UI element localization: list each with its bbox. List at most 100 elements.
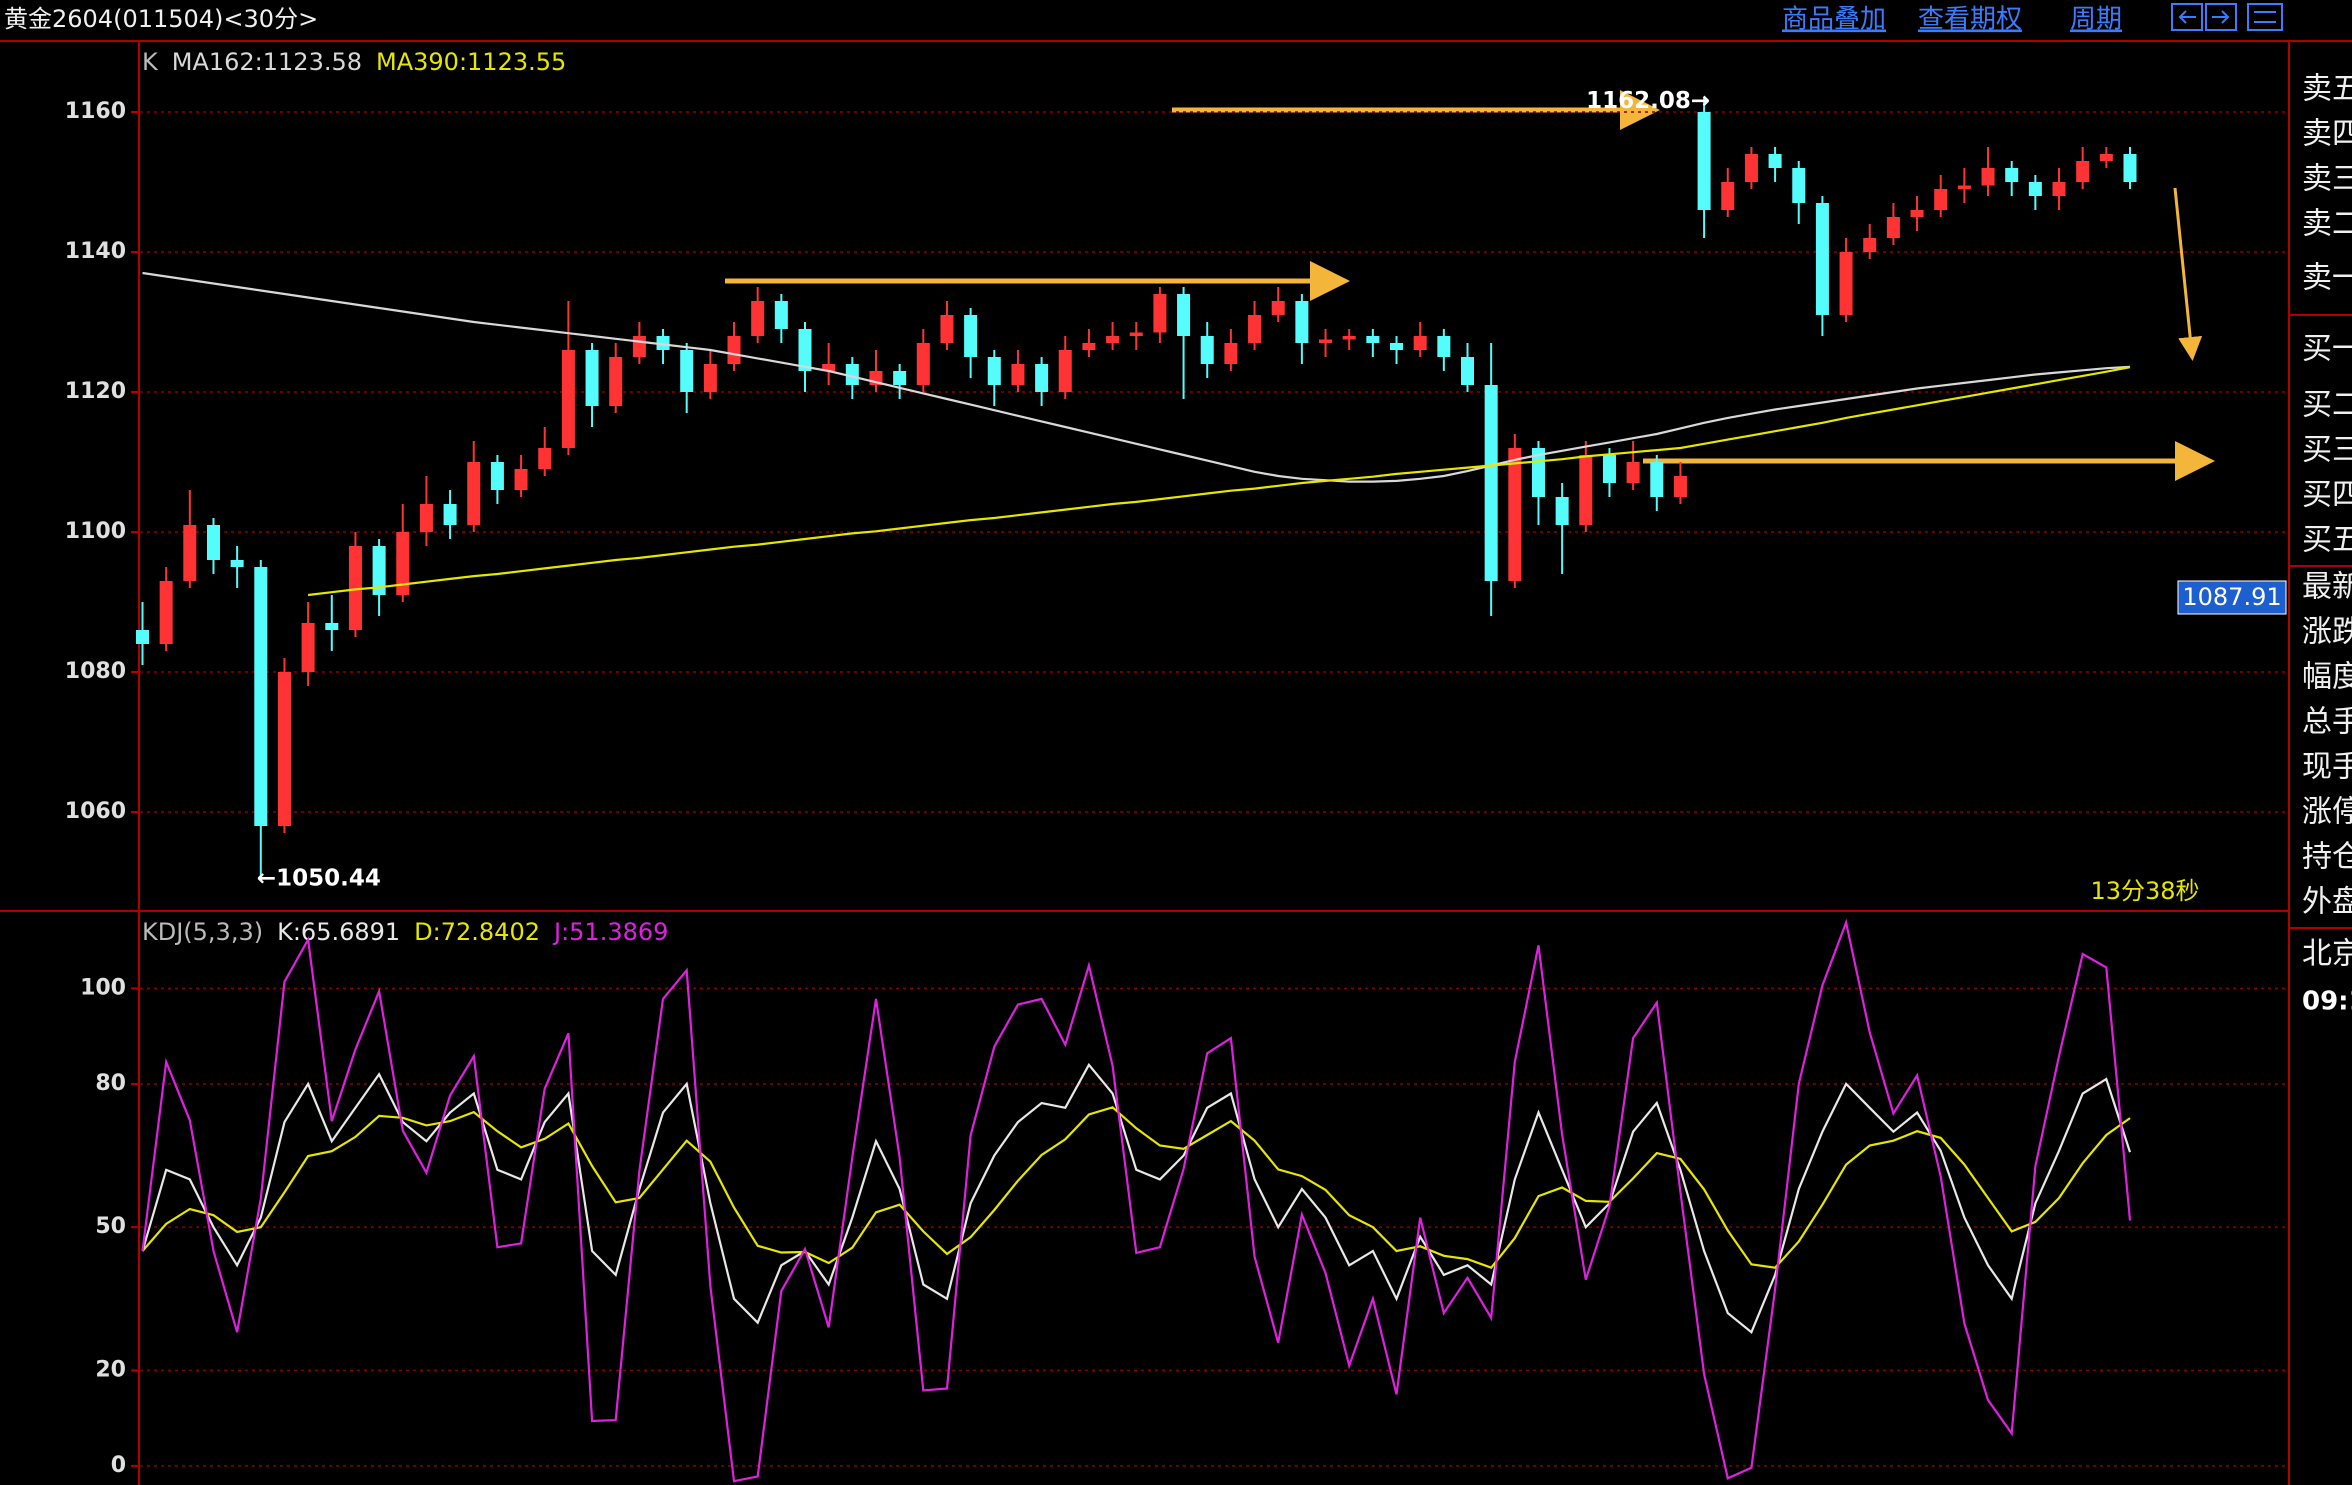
candle-body: [964, 315, 978, 357]
candle-body: [1248, 315, 1262, 343]
candle-body: [1721, 182, 1735, 210]
candle-body: [1650, 462, 1664, 497]
candle-body: [2123, 154, 2137, 182]
candle-body: [1035, 364, 1049, 392]
series-line: [141, 1062, 2132, 1334]
candle-body: [1957, 185, 1971, 189]
candle-body: [585, 350, 599, 406]
price-box: [2177, 580, 2287, 615]
legend-entry: MA390:1123.55: [376, 48, 566, 76]
candle-body: [632, 336, 646, 357]
candle-body: [1390, 343, 1404, 350]
quote-label: 买二: [2302, 388, 2352, 423]
y-tick-label: 100: [80, 975, 126, 1000]
candle-body: [1082, 343, 1096, 350]
y-tick-label: 1080: [65, 659, 126, 684]
candle-body: [206, 525, 220, 560]
candle-body: [703, 364, 717, 392]
candle-body: [1011, 364, 1025, 385]
quote-label: 买四: [2302, 478, 2352, 513]
candle-body: [514, 469, 528, 490]
candle-body: [183, 525, 197, 581]
crosshair-label: 1087.91: [2182, 583, 2281, 611]
series-line: [142, 271, 2131, 483]
legend-entry: K: [142, 48, 159, 76]
candle-body: [893, 371, 907, 385]
candle-body: [1697, 112, 1711, 210]
candle-body: [1437, 336, 1451, 357]
candle-body: [2028, 182, 2042, 196]
candle-body: [916, 343, 930, 385]
candle-body: [1319, 339, 1333, 343]
candle-body: [467, 462, 481, 525]
candle-body: [1744, 154, 1758, 182]
quote-label: 卖二: [2302, 207, 2352, 242]
quote-label: 现手: [2302, 750, 2352, 785]
candle-body: [1342, 336, 1356, 340]
period-link[interactable]: 周期: [2070, 5, 2122, 35]
legend-entry: K:65.6891: [277, 918, 400, 946]
quote-label: 涨停: [2302, 795, 2352, 830]
candle-body: [561, 350, 575, 448]
quote-label: 涨跌: [2302, 615, 2352, 650]
candle-body: [1673, 476, 1687, 497]
quote-label: 卖三: [2302, 162, 2352, 197]
quote-label: 外盘: [2302, 885, 2352, 920]
candle-body: [987, 357, 1001, 385]
quote-label: 买一: [2302, 332, 2352, 367]
candle-body: [1626, 462, 1640, 483]
quote-label: 卖一: [2302, 261, 2352, 296]
candle-body: [609, 357, 623, 406]
candle-body: [1792, 168, 1806, 203]
drawn-arrows: [725, 90, 2215, 481]
candle-body: [798, 329, 812, 371]
series-line: [307, 366, 2131, 597]
options-link[interactable]: 查看期权: [1918, 5, 2022, 35]
candle-body: [1153, 294, 1167, 333]
y-tick-label: 1140: [65, 239, 126, 264]
series-line: [141, 1106, 2131, 1270]
quote-label: 买五: [2302, 523, 2352, 558]
y-tick-label: 80: [95, 1071, 126, 1096]
candle-body: [1366, 336, 1380, 343]
quote-label: 总手: [2302, 705, 2352, 740]
y-tick-label: 1060: [65, 799, 126, 824]
candle-body: [656, 336, 670, 350]
y-tick-label: 50: [95, 1214, 126, 1239]
quote-label: 买三: [2302, 433, 2352, 468]
candle-body: [845, 364, 859, 385]
candle-body: [325, 623, 339, 630]
candle-body: [1910, 210, 1924, 217]
candle-body: [1839, 252, 1853, 315]
candle-body: [1200, 336, 1214, 364]
candle-body: [1413, 336, 1427, 350]
candle-body: [1886, 217, 1900, 238]
candle-body: [680, 350, 694, 392]
candle-body: [2076, 161, 2090, 182]
legend-entry: D:72.8402: [414, 918, 540, 946]
candle-body: [490, 462, 504, 490]
window-title: 黄金2604(011504)<30分>: [4, 5, 318, 33]
candle-body: [2052, 182, 2066, 196]
candle-body: [538, 448, 552, 469]
min-annotation: ←1050.44: [257, 865, 381, 891]
overlay-link[interactable]: 商品叠加: [1782, 5, 1886, 35]
candle-body: [2005, 168, 2019, 182]
candle-body: [1508, 448, 1522, 581]
candle-body: [1177, 294, 1191, 336]
candle-body: [1579, 455, 1593, 525]
candle-body: [1271, 301, 1285, 315]
candle-body: [727, 336, 741, 364]
candle-body: [822, 364, 836, 371]
quote-label: 幅度: [2302, 660, 2352, 695]
candle-body: [135, 630, 150, 644]
candle-body: [940, 315, 954, 343]
candle-body: [1934, 189, 1948, 210]
series-line: [141, 918, 2132, 1483]
countdown: 13分38秒: [2090, 877, 2199, 905]
legend-entry: MA162:1123.58: [172, 48, 362, 76]
quote-label: 卖四: [2302, 117, 2352, 152]
nav-icons[interactable]: [2171, 3, 2283, 31]
